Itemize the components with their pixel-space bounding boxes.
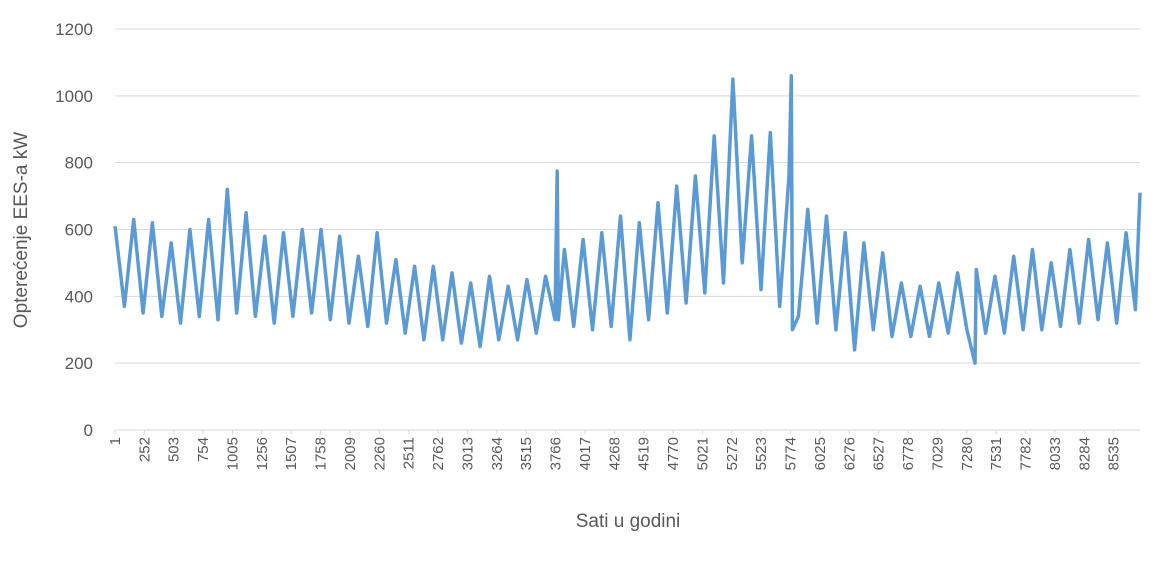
x-tick-label: 503 (166, 437, 183, 462)
y-tick-label: 200 (65, 354, 93, 373)
x-tick-label: 5021 (694, 437, 711, 470)
y-axis-title: Opterećenje EES-a kW (11, 132, 32, 328)
y-tick-label: 400 (65, 287, 93, 306)
x-tick-label: 6025 (812, 437, 829, 470)
x-tick-label: 7531 (988, 437, 1005, 470)
x-tick-label: 4268 (606, 437, 623, 470)
x-tick-label: 1256 (254, 437, 271, 470)
x-tick-label: 1758 (313, 437, 330, 470)
x-tick-label: 754 (195, 437, 212, 462)
x-tick-label: 8033 (1047, 437, 1064, 470)
x-tick-label: 6276 (841, 437, 858, 470)
x-tick-label: 5272 (724, 437, 741, 470)
x-tick-label: 1005 (224, 437, 241, 470)
x-tick-label: 4017 (577, 437, 594, 470)
y-tick-label: 0 (84, 421, 93, 440)
x-tick-label: 5774 (783, 437, 800, 470)
x-tick-label: 3515 (518, 437, 535, 470)
x-tick-label: 8535 (1106, 437, 1123, 470)
x-tick-label: 1507 (283, 437, 300, 470)
x-tick-label: 2762 (430, 437, 447, 470)
x-tick-label: 7029 (929, 437, 946, 470)
x-tick-label: 3264 (489, 437, 506, 470)
data-line (113, 74, 1142, 365)
x-tick-label: 5523 (753, 437, 770, 470)
y-tick-label: 800 (65, 154, 93, 173)
x-tick-label: 8284 (1076, 437, 1093, 470)
x-tick-label: 2260 (371, 437, 388, 470)
x-tick-label: 3013 (459, 437, 476, 470)
y-tick-label: 600 (65, 221, 93, 240)
y-tick-label: 1000 (55, 87, 93, 106)
x-tick-label: 1 (107, 437, 124, 445)
x-tick-label: 4519 (636, 437, 653, 470)
x-tick-label: 7280 (959, 437, 976, 470)
x-tick-label: 3766 (548, 437, 565, 470)
x-tick-label: 252 (136, 437, 153, 462)
x-tick-label: 6527 (871, 437, 888, 470)
x-tick-label: 4770 (665, 437, 682, 470)
x-tick-label: 2511 (401, 437, 418, 469)
x-tick-label: 7782 (1018, 437, 1035, 470)
x-tick-label: 6778 (900, 437, 917, 470)
y-tick-label: 1200 (55, 20, 93, 39)
x-axis-title: Sati u godini (576, 511, 681, 532)
x-tick-label: 2009 (342, 437, 359, 470)
